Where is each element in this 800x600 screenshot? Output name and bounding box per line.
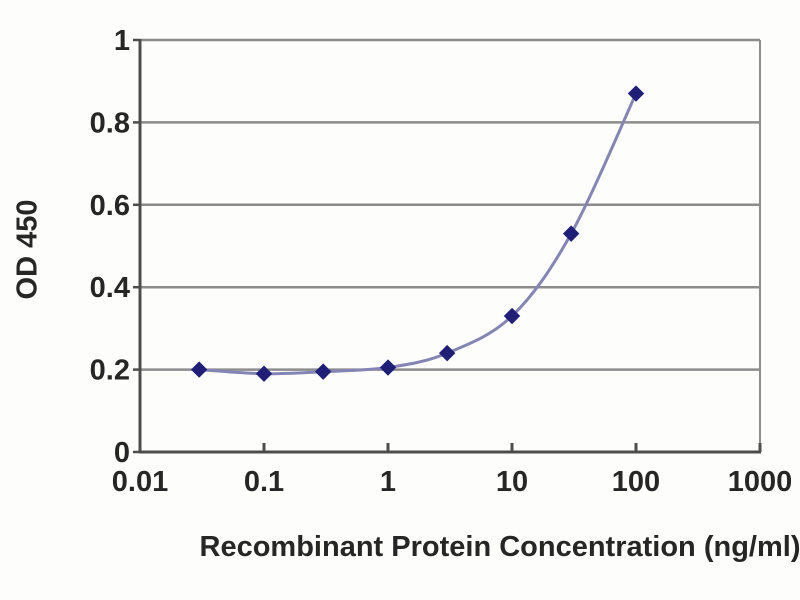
x-tick-label-10: 10 [496, 466, 528, 498]
data-point-marker-10 [503, 307, 521, 325]
y-axis-title: OD 450 [11, 199, 44, 300]
data-point-marker-1 [379, 359, 397, 376]
x-tick-label-0.1: 0.1 [244, 466, 284, 498]
x-tick-label-0.01: 0.01 [112, 466, 168, 498]
data-point-marker-0.3 [314, 363, 332, 380]
x-tick-label-100: 100 [612, 466, 660, 498]
data-point-marker-100 [627, 85, 645, 102]
y-tick-label-0.8: 0.8 [90, 107, 130, 139]
data-point-marker-0.03 [190, 361, 208, 378]
data-point-marker-0.1 [255, 365, 273, 382]
data-point-marker-3 [438, 344, 456, 362]
data-point-marker-30 [562, 225, 580, 242]
y-tick-label-1: 1 [114, 25, 130, 57]
y-tick-label-0.2: 0.2 [90, 355, 130, 387]
x-axis-title: Recombinant Protein Concentration (ng/ml… [199, 531, 800, 563]
y-tick-label-0.4: 0.4 [90, 272, 130, 304]
x-axis-title-row: Recombinant Protein Concentration (ng/ml… [0, 531, 800, 564]
y-tick-label-0: 0 [114, 437, 130, 469]
x-tick-label-1000: 1000 [728, 466, 793, 498]
x-tick-label-1: 1 [380, 466, 396, 498]
y-tick-label-0.6: 0.6 [90, 190, 130, 222]
